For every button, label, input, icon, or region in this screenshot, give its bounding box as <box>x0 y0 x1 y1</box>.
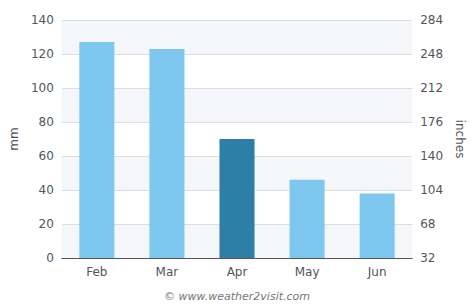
svg-text:32: 32 <box>420 251 435 265</box>
svg-text:248: 248 <box>420 47 443 61</box>
svg-text:Apr: Apr <box>227 265 248 279</box>
svg-text:0: 0 <box>46 251 54 265</box>
svg-text:mm: mm <box>7 127 21 150</box>
svg-text:100: 100 <box>31 81 54 95</box>
svg-text:68: 68 <box>420 217 435 231</box>
svg-text:Mar: Mar <box>156 265 179 279</box>
svg-text:May: May <box>295 265 320 279</box>
svg-text:120: 120 <box>31 47 54 61</box>
svg-text:212: 212 <box>420 81 443 95</box>
svg-text:20: 20 <box>39 217 54 231</box>
svg-text:40: 40 <box>39 183 54 197</box>
svg-text:176: 176 <box>420 115 443 129</box>
svg-text:60: 60 <box>39 149 54 163</box>
svg-text:80: 80 <box>39 115 54 129</box>
svg-text:© www.weather2visit.com: © www.weather2visit.com <box>164 290 310 303</box>
svg-text:284: 284 <box>420 13 443 27</box>
svg-text:140: 140 <box>420 149 443 163</box>
svg-text:104: 104 <box>420 183 443 197</box>
svg-text:Feb: Feb <box>86 265 107 279</box>
svg-text:inches: inches <box>453 120 467 159</box>
svg-text:Jun: Jun <box>367 265 387 279</box>
svg-text:140: 140 <box>31 13 54 27</box>
